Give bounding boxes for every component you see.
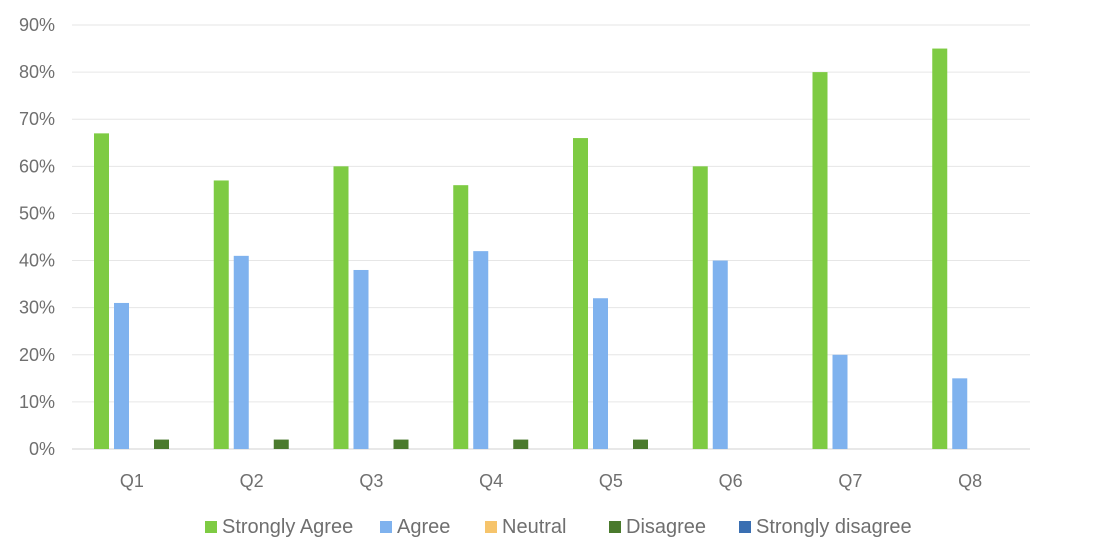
- bar-q3-agree: [353, 269, 369, 449]
- bar-q4-disagree: [513, 439, 529, 449]
- bar-q1-strongly-agree: [94, 133, 109, 449]
- y-tick-label: 50%: [19, 203, 55, 223]
- bar-q3-disagree: [393, 439, 409, 449]
- legend-swatch: [609, 521, 621, 533]
- y-tick-label: 20%: [19, 345, 55, 365]
- bar-q8-agree: [952, 378, 968, 449]
- bar-q2-agree: [233, 255, 249, 449]
- bar-q1-agree: [114, 302, 129, 449]
- x-tick-label: Q5: [599, 471, 623, 491]
- bar-q6-strongly-agree: [692, 166, 708, 450]
- legend-swatch: [485, 521, 497, 533]
- x-tick-label: Q3: [359, 471, 383, 491]
- x-tick-label: Q4: [479, 471, 503, 491]
- bar-q4-agree: [473, 251, 489, 449]
- x-tick-label: Q8: [958, 471, 982, 491]
- y-tick-label: 10%: [19, 392, 55, 412]
- bar-q5-agree: [593, 298, 608, 449]
- legend-label: Neutral: [502, 516, 566, 538]
- x-tick-label: Q1: [120, 471, 144, 491]
- bar-q3-strongly-agree: [333, 166, 349, 450]
- bar-q5-strongly-agree: [573, 138, 588, 450]
- y-tick-label: 40%: [19, 251, 55, 271]
- bar-q1-disagree: [154, 439, 169, 449]
- legend: Strongly Agree Agree Neutral Disagree Strong…: [205, 516, 912, 538]
- legend-label: Disagree: [626, 516, 706, 538]
- legend-item: Strongly disagree: [739, 516, 912, 538]
- x-axis-ticks: Q1 Q2 Q3 Q4 Q5 Q6 Q7 Q8: [120, 471, 982, 491]
- bar-q4-strongly-agree: [453, 185, 469, 449]
- x-tick-label: Q6: [719, 471, 743, 491]
- legend-item: Disagree: [609, 516, 706, 538]
- y-tick-label: 60%: [19, 156, 55, 176]
- legend-swatch: [380, 521, 392, 533]
- x-tick-label: Q7: [838, 471, 862, 491]
- bar-q2-strongly-agree: [213, 180, 229, 449]
- legend-label: Strongly Agree: [222, 516, 353, 538]
- y-axis-ticks: 0% 10% 20% 30% 40% 50% 60% 70% 80% 90%: [19, 15, 55, 459]
- legend-item: Agree: [380, 516, 450, 538]
- legend-label: Strongly disagree: [756, 516, 912, 538]
- y-tick-label: 80%: [19, 62, 55, 82]
- bar-q7-strongly-agree: [812, 72, 828, 449]
- legend-label: Agree: [397, 516, 450, 538]
- y-tick-label: 90%: [19, 15, 55, 35]
- legend-item: Neutral: [485, 516, 566, 538]
- gridlines: [72, 24, 1030, 450]
- bars: [94, 48, 968, 450]
- y-tick-label: 70%: [19, 109, 55, 129]
- legend-item: Strongly Agree: [205, 516, 353, 538]
- y-tick-label: 30%: [19, 298, 55, 318]
- legend-swatch: [205, 521, 217, 533]
- bar-q5-disagree: [633, 439, 648, 449]
- x-tick-label: Q2: [240, 471, 264, 491]
- bar-q2-disagree: [273, 439, 289, 449]
- bar-q8-strongly-agree: [932, 48, 948, 450]
- legend-swatch: [739, 521, 751, 533]
- y-tick-label: 0%: [29, 439, 55, 459]
- bar-q7-agree: [832, 354, 848, 449]
- bar-q6-agree: [712, 260, 728, 449]
